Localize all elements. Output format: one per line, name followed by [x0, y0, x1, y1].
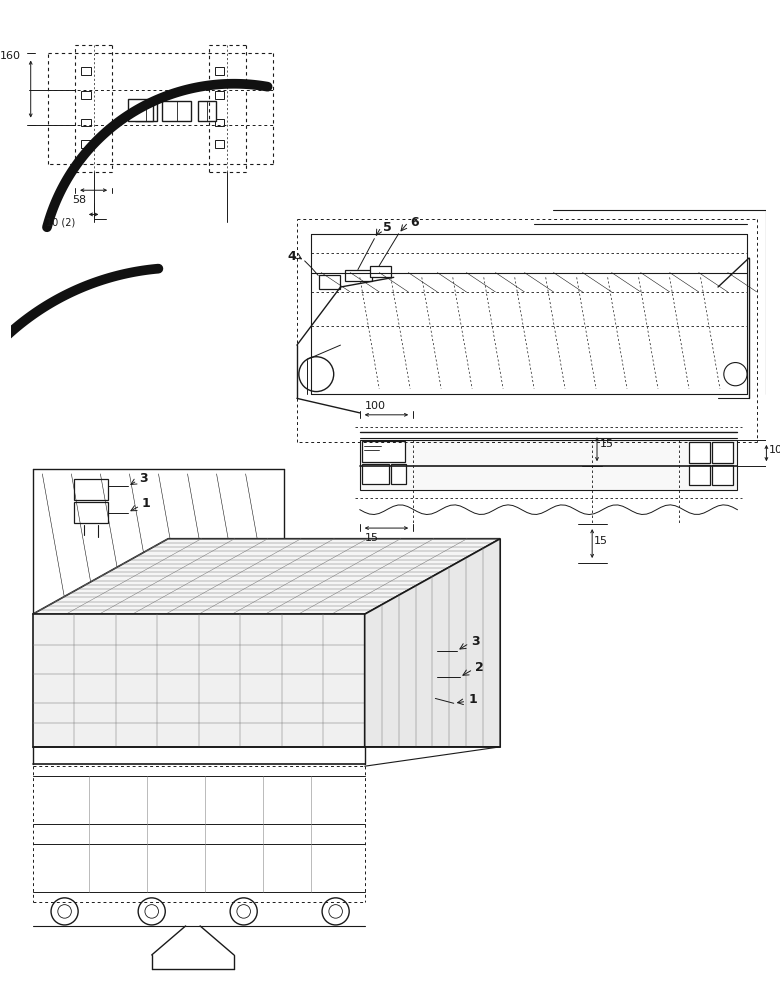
Text: 3: 3 [139, 472, 147, 485]
Text: 15: 15 [600, 439, 614, 449]
Polygon shape [33, 614, 365, 747]
Bar [215, 140, 225, 148]
Bar [74, 502, 108, 523]
Bar [81, 119, 90, 126]
Text: 1: 1 [142, 497, 151, 510]
Bar [403, 643, 438, 665]
Bar [129, 99, 153, 121]
Text: 1: 1 [468, 693, 477, 706]
Polygon shape [33, 539, 500, 614]
Bar [215, 67, 225, 75]
Bar [162, 101, 191, 121]
Bar [81, 67, 90, 75]
Bar [362, 464, 389, 484]
Bar [403, 667, 438, 688]
Text: 10: 10 [768, 445, 780, 455]
Bar [215, 91, 225, 99]
Bar [81, 140, 90, 148]
Text: 6: 6 [410, 216, 419, 229]
Bar [346, 270, 372, 281]
Bar [689, 465, 711, 485]
Bar [408, 690, 435, 707]
Bar [689, 442, 711, 463]
Text: 3: 3 [471, 635, 480, 648]
Bar [215, 119, 225, 126]
Bar [198, 101, 215, 121]
Bar [391, 464, 406, 484]
Bar [319, 275, 341, 289]
Bar [81, 91, 90, 99]
Text: 5: 5 [383, 221, 392, 234]
Text: 58: 58 [73, 195, 87, 205]
Bar [360, 440, 737, 490]
Bar [74, 479, 108, 500]
Text: 160: 160 [0, 51, 21, 61]
Text: 100: 100 [365, 401, 385, 411]
Text: 10 (2): 10 (2) [46, 217, 76, 227]
Bar [712, 465, 733, 485]
Bar [712, 442, 733, 463]
Bar [370, 266, 391, 277]
Text: 4: 4 [287, 250, 296, 263]
Text: 2: 2 [475, 661, 484, 674]
Polygon shape [365, 539, 500, 747]
Text: 15: 15 [365, 533, 378, 543]
Bar [135, 101, 157, 121]
Bar [362, 441, 406, 462]
Text: 15: 15 [594, 536, 608, 546]
